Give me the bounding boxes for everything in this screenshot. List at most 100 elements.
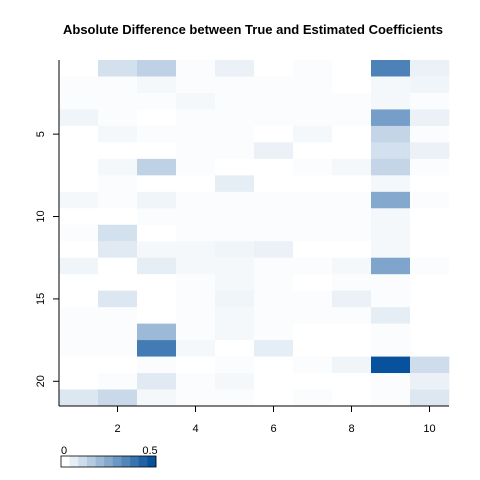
heatmap-cell — [371, 356, 411, 374]
heatmap-cell — [59, 323, 99, 341]
heatmap-cell — [98, 257, 138, 275]
y-tick-label: 5 — [35, 131, 47, 137]
heatmap-cell — [98, 109, 138, 127]
heatmap-cell — [59, 76, 99, 94]
heatmap-cell — [137, 125, 177, 143]
heatmap-cell — [254, 323, 294, 341]
heatmap-cell — [215, 109, 255, 127]
colorbar-swatch — [95, 456, 105, 467]
heatmap-cell — [215, 224, 255, 242]
colorbar-swatch — [121, 456, 131, 467]
heatmap-cell — [137, 208, 177, 226]
heatmap-cell — [332, 356, 372, 374]
heatmap-cell — [332, 290, 372, 308]
heatmap-cell — [176, 158, 216, 176]
heatmap-cell — [293, 274, 333, 291]
heatmap-cell — [59, 389, 99, 407]
heatmap-cell — [98, 60, 138, 77]
heatmap-cell — [371, 92, 411, 110]
heatmap-cell — [254, 175, 294, 193]
heatmap-cell — [293, 109, 333, 127]
heatmap-cell — [59, 257, 99, 275]
heatmap-cell — [293, 142, 333, 160]
heatmap-cell — [410, 241, 450, 259]
heatmap-cell — [176, 175, 216, 193]
heatmap-cell — [332, 109, 372, 127]
heatmap-cell — [410, 158, 450, 176]
heatmap-cell — [254, 241, 294, 259]
chart-title: Absolute Difference between True and Est… — [63, 22, 443, 37]
heatmap-cell — [371, 191, 411, 209]
heatmap-cell — [59, 290, 99, 308]
heatmap-cell — [371, 373, 411, 390]
heatmap-cell — [137, 257, 177, 275]
heatmap-cell — [293, 60, 333, 77]
heatmap-cell — [410, 290, 450, 308]
heatmap-cell — [176, 389, 216, 407]
heatmap-cell — [98, 290, 138, 308]
heatmap-cell — [293, 241, 333, 259]
heatmap-cell — [254, 142, 294, 160]
heatmap-cell — [254, 76, 294, 94]
heatmap-cell — [254, 356, 294, 374]
heatmap-cell — [176, 109, 216, 127]
colorbar-swatch — [130, 456, 140, 467]
colorbar-swatch — [112, 456, 122, 467]
heatmap-cell — [59, 60, 99, 77]
heatmap-cell — [59, 224, 99, 242]
heatmap-cell — [98, 175, 138, 193]
x-tick-label: 2 — [114, 423, 120, 435]
heatmap-cell — [59, 208, 99, 226]
heatmap-cell — [371, 208, 411, 226]
heatmap-cells — [59, 60, 450, 407]
heatmap-cell — [332, 389, 372, 407]
heatmap-cell — [98, 191, 138, 209]
heatmap-cell — [293, 158, 333, 176]
colorbar-swatch — [69, 456, 79, 467]
heatmap-cell — [59, 274, 99, 291]
heatmap-cell — [293, 307, 333, 324]
heatmap-cell — [176, 208, 216, 226]
heatmap-cell — [371, 60, 411, 77]
heatmap-cell — [98, 356, 138, 374]
heatmap-cell — [410, 307, 450, 324]
heatmap-cell — [293, 175, 333, 193]
heatmap-cell — [410, 389, 450, 407]
heatmap-cell — [98, 323, 138, 341]
heatmap-cell — [371, 125, 411, 143]
heatmap-cell — [410, 323, 450, 341]
heatmap-cell — [410, 125, 450, 143]
heatmap-cell — [137, 224, 177, 242]
heatmap-cell — [137, 241, 177, 259]
colorbar-legend: 0 0.5 — [60, 445, 158, 468]
heatmap-cell — [137, 290, 177, 308]
heatmap-cell — [215, 60, 255, 77]
heatmap-cell — [176, 323, 216, 341]
heatmap-cell — [59, 125, 99, 143]
heatmap-cell — [254, 224, 294, 242]
heatmap-cell — [176, 257, 216, 275]
heatmap-cell — [137, 175, 177, 193]
heatmap-cell — [332, 158, 372, 176]
heatmap-cell — [98, 224, 138, 242]
heatmap-cell — [410, 191, 450, 209]
heatmap-cell — [371, 389, 411, 407]
heatmap-cell — [254, 373, 294, 390]
colorbar-frame — [60, 455, 157, 468]
heatmap-cell — [254, 208, 294, 226]
heatmap-cell — [254, 389, 294, 407]
heatmap-cell — [137, 389, 177, 407]
heatmap-cell — [98, 208, 138, 226]
heatmap-cell — [98, 76, 138, 94]
x-tick-label: 8 — [348, 423, 354, 435]
heatmap-cell — [410, 76, 450, 94]
heatmap-cell — [254, 125, 294, 143]
heatmap-cell — [176, 224, 216, 242]
x-tick-label: 10 — [423, 423, 435, 435]
heatmap-cell — [293, 290, 333, 308]
heatmap-cell — [410, 224, 450, 242]
heatmap-cell — [254, 92, 294, 110]
heatmap-cell — [176, 76, 216, 94]
heatmap-cell — [371, 257, 411, 275]
heatmap-cell — [98, 125, 138, 143]
